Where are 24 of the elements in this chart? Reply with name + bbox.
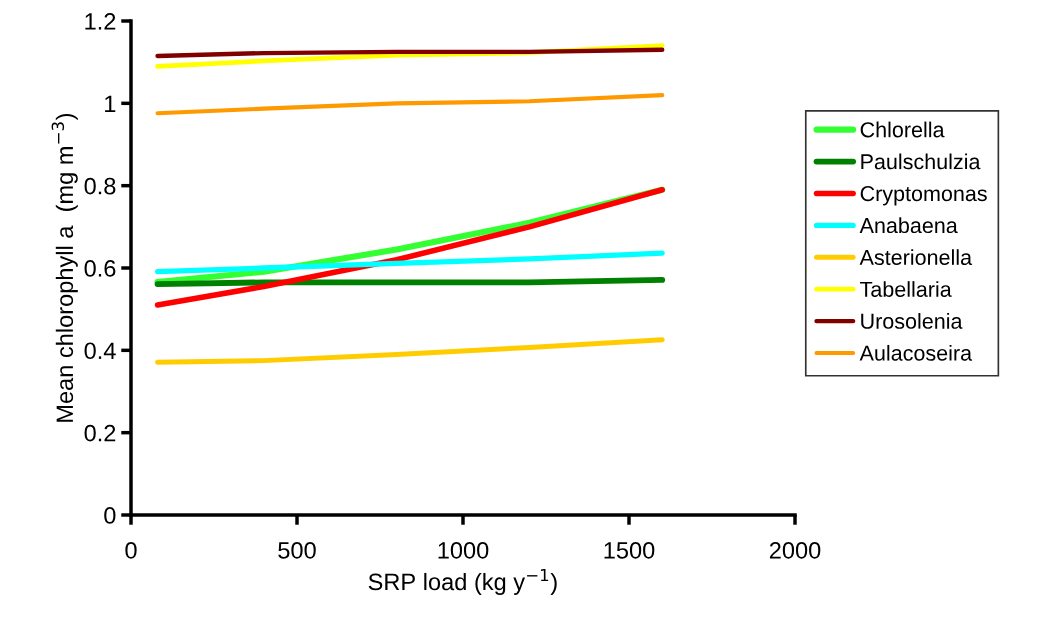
legend-label: Urosolenia [861, 313, 963, 329]
y-tick-label: 0.2 [84, 424, 116, 442]
y-tick-label: 1 [105, 95, 116, 112]
x-tick-label: 1000 [438, 542, 489, 559]
x-tick-label: 1500 [604, 542, 655, 559]
legend-label: Chlorella [860, 121, 945, 138]
legend-label: Anabaena [859, 217, 958, 234]
legend-label: Tabellaria [860, 281, 952, 297]
x-axis-title: SRP load (kg y$^{−1}$) [368, 568, 557, 595]
line-series [155, 47, 665, 59]
legend-label: Paulschulzia [861, 153, 981, 170]
y-tick-label: 0.4 [84, 342, 116, 360]
legend-label: Asterionella [859, 249, 973, 266]
legend-label: Cryptomonas [860, 185, 987, 206]
x-tick-label: 0 [125, 542, 137, 559]
y-tick-label: 1.2 [85, 13, 116, 30]
line-series [155, 93, 665, 116]
x-tick-label: 2000 [769, 542, 821, 559]
legend-label: Aulacoseira [859, 344, 973, 361]
x-tick-label: 500 [278, 542, 316, 559]
y-tick-label: 0.6 [84, 260, 116, 277]
y-tick-label: 0 [104, 507, 116, 524]
y-axis-title: Mean chlorophyll a (mg m$^{−3}$) [51, 113, 78, 422]
y-tick-label: 0.8 [84, 177, 116, 195]
